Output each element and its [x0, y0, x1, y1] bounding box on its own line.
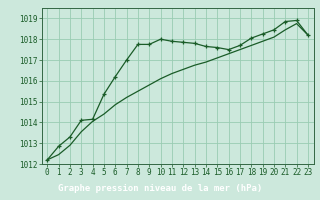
Text: Graphe pression niveau de la mer (hPa): Graphe pression niveau de la mer (hPa) [58, 184, 262, 193]
